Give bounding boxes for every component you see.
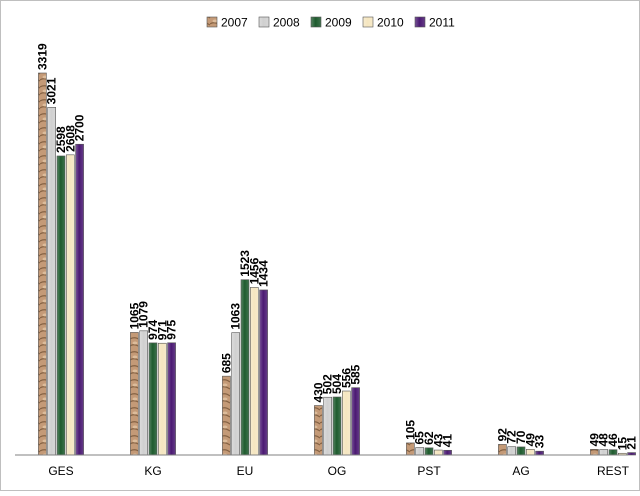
bar-2008-rest — [599, 449, 609, 456]
bar-2011-rest — [627, 452, 636, 456]
bar-2011-og — [351, 387, 360, 456]
bar-2011-ag — [535, 450, 544, 456]
legend-swatch-2011 — [414, 16, 426, 28]
bar-2011-eu — [259, 289, 268, 456]
bar-2010-ges — [66, 154, 75, 456]
bar-2009-pst — [424, 447, 434, 456]
legend-swatch-2010 — [362, 16, 374, 28]
category-label-kg: KG — [144, 464, 161, 478]
legend-label-2007: 2007 — [221, 16, 248, 30]
data-label-2008-ag: 72 — [505, 430, 519, 444]
category-label-ag: AG — [512, 464, 529, 478]
data-label-2007-pst: 105 — [403, 420, 417, 440]
bar-2007-ges — [38, 72, 47, 456]
bar-2008-ag — [507, 446, 517, 456]
data-label-2009-og: 504 — [330, 374, 344, 394]
data-label-2008-og: 502 — [321, 374, 335, 394]
category-label-pst: PST — [417, 464, 441, 478]
bar-2009-kg — [148, 342, 158, 456]
category-labels: GES KG EU OG PST AG REST — [48, 464, 629, 478]
data-label-2011-kg: 975 — [165, 319, 179, 339]
bar-2011-pst — [443, 449, 452, 456]
data-label-2008-pst: 65 — [413, 431, 427, 445]
bar-2010-eu — [250, 287, 259, 456]
bar-2007-kg — [130, 332, 139, 456]
bar-2008-ges — [47, 107, 57, 456]
data-label-2011-ag: 33 — [533, 435, 547, 449]
data-label-2010-pst: 43 — [431, 433, 445, 447]
data-label-2010-ges: 2608 — [63, 125, 77, 152]
data-label-2008-kg: 1079 — [137, 301, 151, 328]
bar-2008-kg — [139, 330, 148, 456]
data-label-2007-kg: 1065 — [127, 302, 141, 329]
bar-2009-ag — [516, 446, 526, 456]
data-label-2011-rest: 21 — [625, 436, 639, 450]
data-label-2008-eu: 1063 — [229, 303, 243, 330]
bar-2007-og — [314, 405, 323, 456]
category-label-rest: REST — [597, 464, 630, 478]
data-label-2007-ges: 3319 — [35, 43, 49, 70]
data-label-2007-ag: 92 — [495, 428, 509, 442]
data-label-2009-eu: 1523 — [238, 250, 252, 277]
data-label-2009-ges: 2598 — [54, 126, 68, 153]
category-label-ges: GES — [48, 464, 73, 478]
bar-2007-eu — [222, 375, 231, 456]
data-label-2009-pst: 62 — [422, 431, 436, 445]
data-label-2010-eu: 1456 — [247, 257, 261, 284]
bar-2009-og — [332, 396, 342, 456]
data-label-2008-ges: 3021 — [45, 77, 59, 104]
bar-2009-ges — [56, 155, 66, 456]
legend-label-2008: 2008 — [273, 16, 300, 30]
data-label-2011-eu: 1434 — [257, 260, 271, 287]
data-label-2011-pst: 41 — [441, 434, 455, 448]
legend-swatch-2008 — [258, 16, 270, 28]
legend-label-2010: 2010 — [377, 16, 404, 30]
data-label-2008-rest: 48 — [597, 433, 611, 447]
category-label-og: OG — [328, 464, 347, 478]
legend-label-2009: 2009 — [325, 16, 352, 30]
legend: 2007 2008 2009 2010 2011 — [206, 16, 455, 30]
data-label-2007-og: 430 — [311, 382, 325, 402]
data-label-2009-rest: 46 — [606, 433, 620, 447]
data-label-2010-ag: 49 — [523, 433, 537, 447]
bar-2008-og — [323, 396, 333, 456]
category-label-eu: EU — [237, 464, 254, 478]
bar-2008-eu — [231, 332, 240, 456]
legend-swatch-2009 — [310, 16, 322, 28]
bar-2010-pst — [433, 449, 443, 456]
data-label-2007-eu: 685 — [219, 353, 233, 373]
bar-2011-kg — [167, 342, 176, 456]
legend-swatch-2007 — [206, 16, 218, 28]
bar-2010-kg — [158, 342, 167, 456]
data-label-2010-rest: 15 — [615, 437, 629, 451]
bar-2010-og — [341, 390, 351, 456]
data-label-2007-rest: 49 — [587, 433, 601, 447]
data-label-2011-ges: 2700 — [73, 114, 87, 141]
bar-2007-ag — [498, 444, 507, 456]
data-label-2009-ag: 70 — [514, 430, 528, 444]
bar-2010-ag — [525, 449, 535, 456]
data-label-2010-og: 556 — [339, 368, 353, 388]
bar-2011-ges — [75, 143, 84, 456]
bar-2008-pst — [415, 447, 425, 456]
data-label-2009-kg: 974 — [146, 320, 160, 340]
legend-label-2011: 2011 — [429, 16, 455, 30]
data-label-2011-og: 585 — [349, 364, 363, 384]
bar-2007-rest — [590, 449, 599, 456]
data-label-2010-kg: 971 — [155, 320, 169, 340]
bars — [38, 72, 636, 456]
